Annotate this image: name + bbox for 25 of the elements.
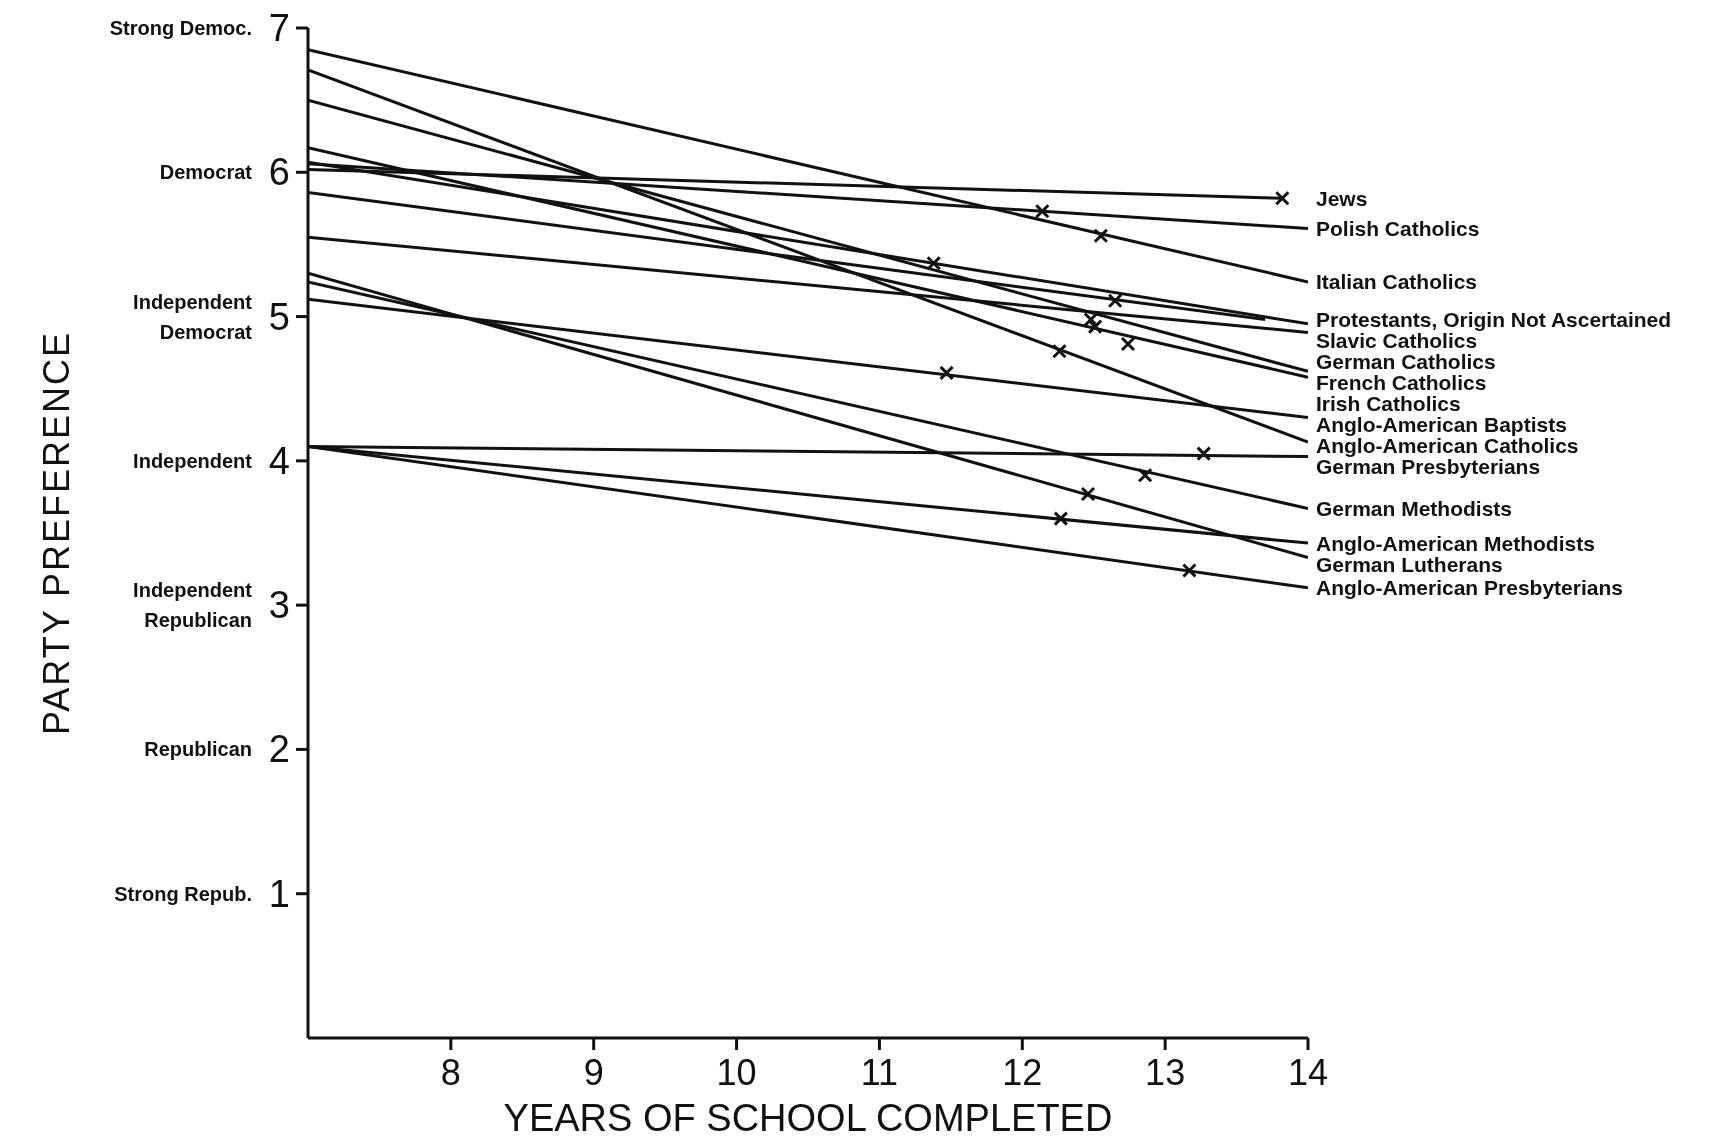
- series-label: Irish Catholics: [1316, 391, 1461, 415]
- y-axis-title: PARTY PREFERENCE: [35, 330, 77, 736]
- series-label: Polish Catholics: [1316, 217, 1480, 241]
- series-label: German Methodists: [1316, 496, 1513, 520]
- x-tick-label: 10: [716, 1051, 757, 1093]
- x-tick-label: 12: [1002, 1051, 1043, 1093]
- series-label: Anglo-American Methodists: [1316, 531, 1595, 555]
- y-tick-label: Republican 2: [144, 728, 290, 771]
- series-label: Jews: [1316, 186, 1368, 210]
- y-tick-label: Strong Democ. 7: [109, 7, 290, 49]
- x-axis-title: YEARS OF SCHOOL COMPLETED: [503, 1097, 1113, 1139]
- series-label: French Catholics: [1316, 370, 1487, 394]
- x-tick-label: 9: [583, 1051, 604, 1093]
- y-tick-label: Independent 4: [133, 439, 290, 482]
- series-label: Anglo-American Presbyterians: [1316, 576, 1623, 600]
- y-tick-label: Strong Repub. 1: [114, 872, 290, 915]
- text: Protestants, Origin Not Ascertained: [1316, 307, 1672, 331]
- series-label: Italian Catholics: [1316, 270, 1478, 294]
- series-label: Anglo-American Baptists: [1316, 412, 1567, 436]
- x-tick-label: 13: [1145, 1051, 1186, 1093]
- y-tick-label: Democrat 6: [159, 151, 290, 194]
- series-label: German Catholics: [1316, 349, 1496, 373]
- x-tick-label: 14: [1287, 1051, 1329, 1093]
- x-tick-label: 8: [440, 1051, 461, 1093]
- x-tick-label: 11: [860, 1051, 899, 1093]
